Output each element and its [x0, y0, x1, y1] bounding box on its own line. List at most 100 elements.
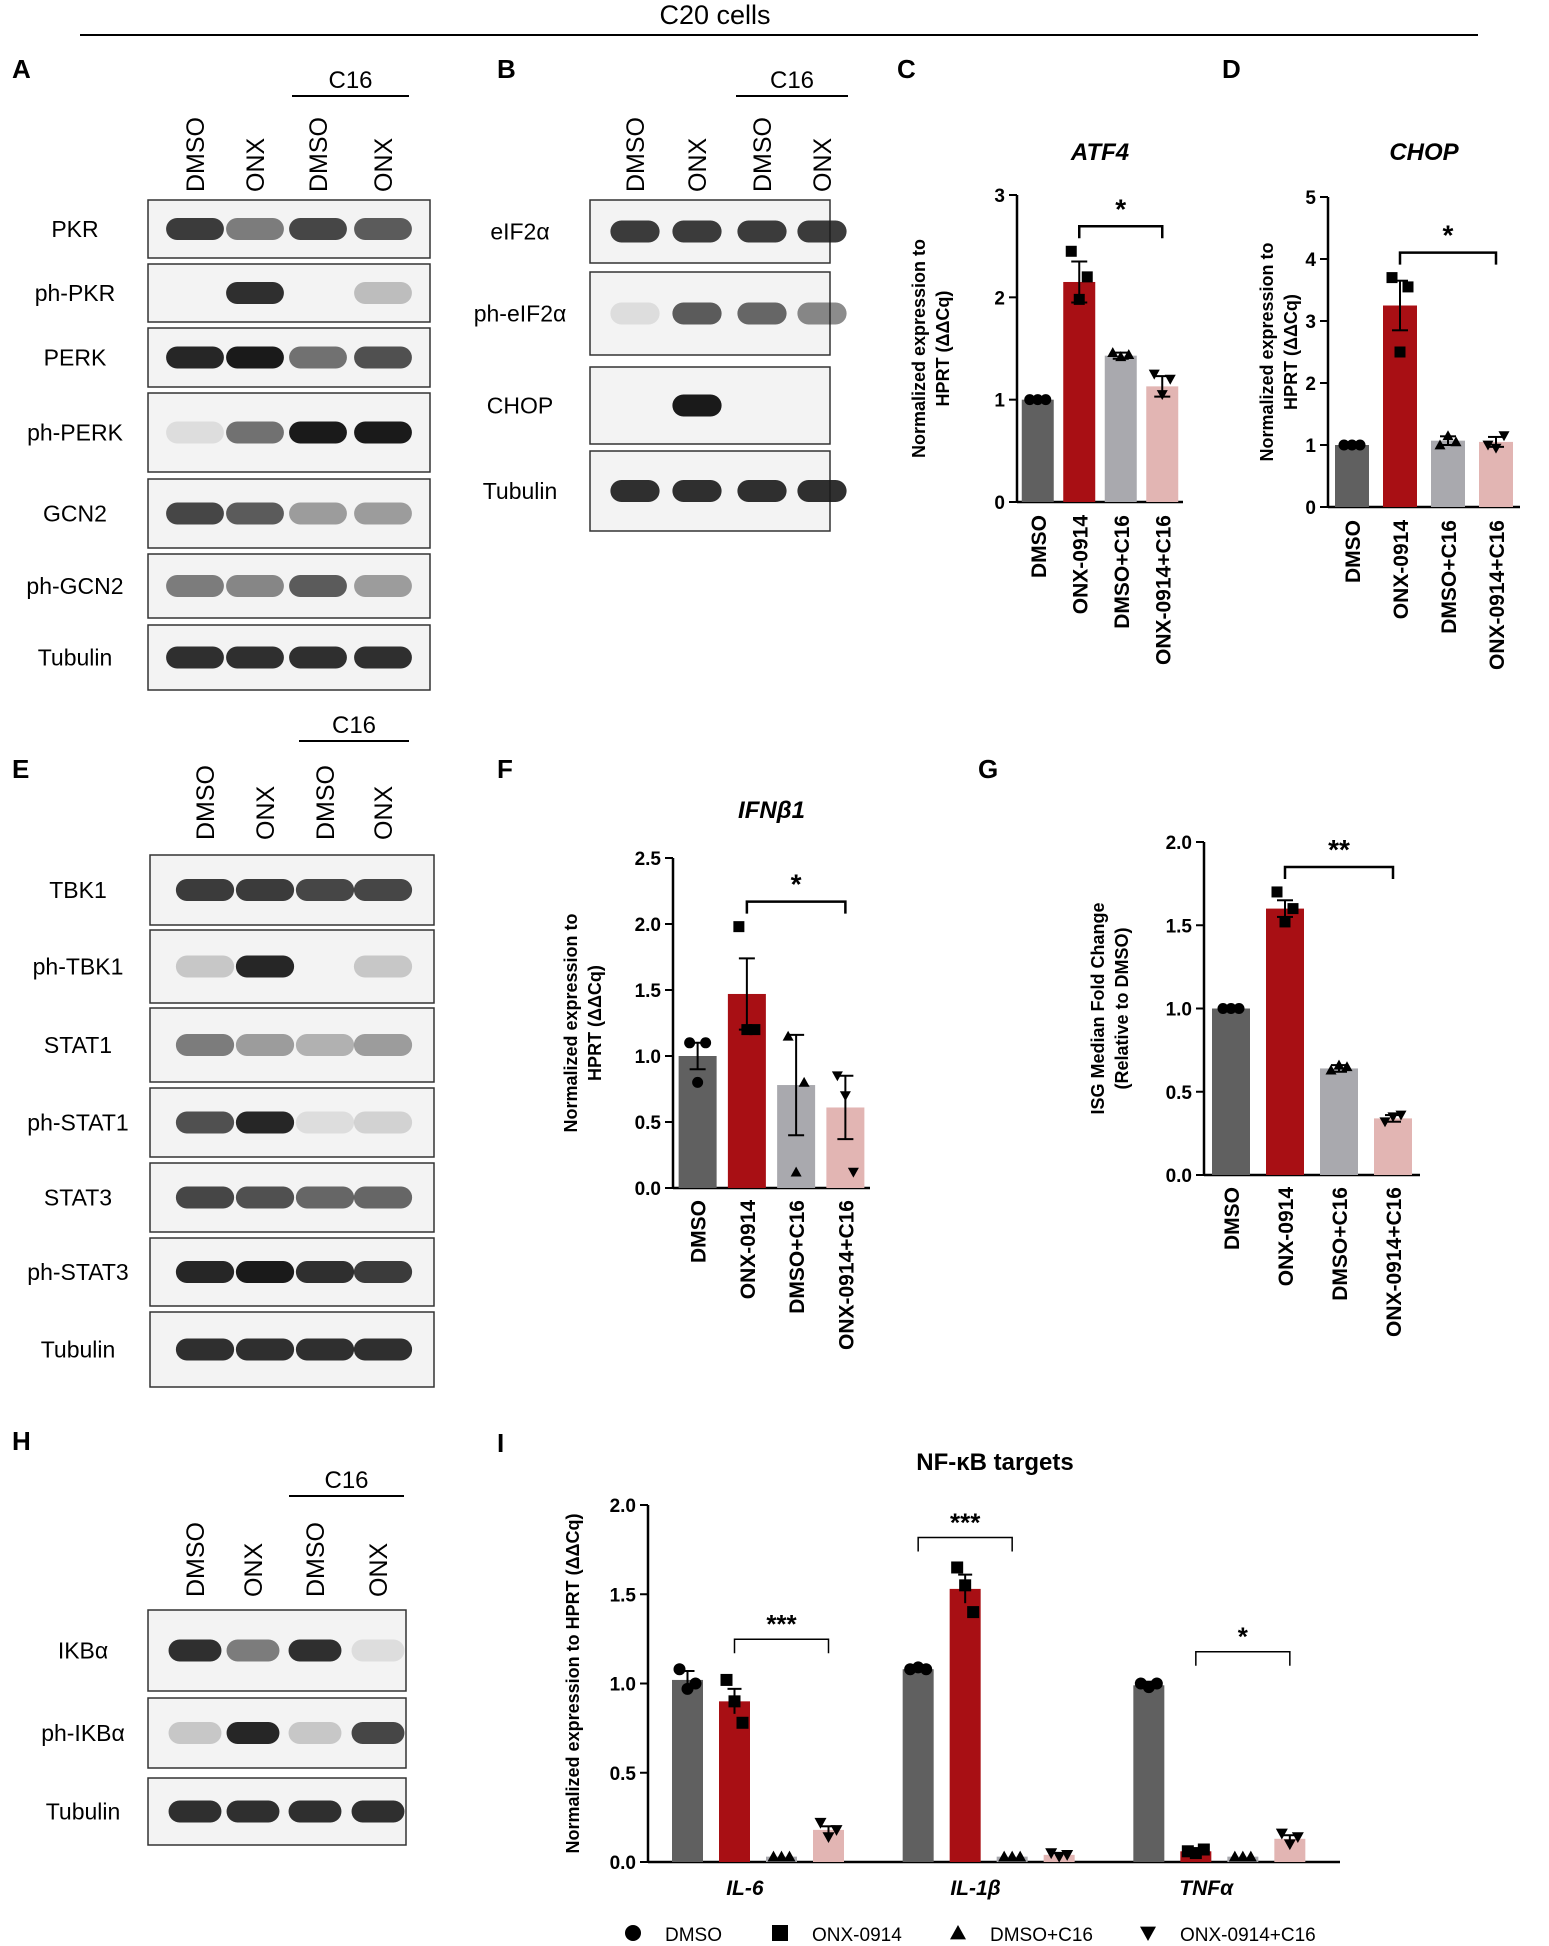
- bar: [949, 1588, 981, 1862]
- blot-label: ph-TBK1: [33, 954, 124, 980]
- blot-band: [289, 575, 347, 597]
- blot-band: [168, 1800, 222, 1823]
- blot-band: [351, 1722, 405, 1744]
- significance-bracket: [1078, 225, 1164, 239]
- category-label: ONX-0914+C16: [1383, 1187, 1406, 1337]
- data-point: [1217, 1003, 1229, 1014]
- significance-bracket: [1195, 1650, 1291, 1666]
- blot-band: [354, 282, 412, 304]
- panel-letter: H: [12, 1426, 31, 1456]
- data-point: [847, 1167, 859, 1178]
- chart-panel-d: D CHOP 0 1 2 3 4 5 Normalized expression to HPRT …: [1222, 54, 1520, 670]
- blot-band: [354, 646, 412, 669]
- data-point: [1275, 1828, 1288, 1840]
- data-point: [1053, 1851, 1066, 1863]
- category-label: ONX-0914+C16: [1486, 520, 1509, 670]
- blot-band: [353, 955, 413, 978]
- category-label: ONX-0914+C16: [1152, 515, 1175, 665]
- blot-band: [166, 218, 224, 240]
- blot-band: [295, 1261, 355, 1283]
- blot-label: Tubulin: [41, 1337, 116, 1363]
- data-point: [1065, 245, 1077, 257]
- y-axis-label-line: (Relative to DMSO): [1112, 927, 1132, 1089]
- data-point: [1346, 439, 1358, 451]
- blot-band: [288, 1800, 342, 1823]
- panel-letter: I: [497, 1428, 504, 1458]
- lane-label: DMSO: [305, 117, 333, 192]
- blot-band: [354, 575, 412, 597]
- blot-band: [353, 879, 413, 901]
- blot-band: [175, 1034, 235, 1056]
- panel-letter: B: [497, 54, 516, 84]
- blot-band: [235, 1338, 295, 1361]
- data-point: [1338, 439, 1350, 451]
- blot-band: [226, 575, 284, 597]
- bar: [1383, 305, 1417, 507]
- panel-letter: A: [12, 54, 31, 84]
- bar: [678, 1056, 717, 1188]
- significance-label: *: [1443, 220, 1454, 251]
- blot-panel-h: H C16 DMSO ONX DMSO ONX IKBα ph-IKBα Tubulin: [12, 1426, 407, 1846]
- blot-panel-b: B C16 DMSO ONX DMSO ONX eIF2α ph-eIF2α CHOP Tubul…: [474, 54, 848, 532]
- data-point: [967, 1606, 980, 1619]
- data-point: [1354, 439, 1366, 451]
- blot-band: [295, 879, 355, 901]
- blot-band: [797, 220, 847, 243]
- blot-band: [610, 302, 660, 325]
- data-point: [1271, 886, 1283, 898]
- blot-label: ph-PERK: [27, 420, 124, 446]
- data-point: [692, 1076, 704, 1088]
- data-point: [1150, 1677, 1163, 1690]
- blot-band: [353, 1034, 413, 1056]
- blot-label: PKR: [51, 216, 98, 242]
- blot-band: [175, 955, 235, 978]
- blot-label: STAT3: [44, 1185, 112, 1211]
- lane-label: ONX: [242, 138, 270, 193]
- data-point: [1073, 293, 1085, 305]
- blot-label: ph-eIF2α: [474, 301, 567, 327]
- blot-label: Tubulin: [46, 1799, 121, 1825]
- data-point: [1140, 1926, 1156, 1941]
- data-point: [1490, 443, 1502, 454]
- blot-band: [288, 1722, 342, 1744]
- blot-band: [226, 1722, 280, 1744]
- data-point: [920, 1663, 933, 1676]
- blot-label: ph-STAT3: [27, 1259, 128, 1285]
- blot-band: [289, 346, 347, 369]
- category-label: DMSO+C16: [1111, 515, 1134, 629]
- data-point: [1228, 1850, 1241, 1862]
- blot-band: [737, 480, 787, 502]
- blot-band: [226, 421, 284, 444]
- y-axis-label-line: Normalized expression to: [1257, 242, 1277, 461]
- blot-band: [610, 220, 660, 243]
- blot-membrane: [147, 263, 431, 323]
- blot-label: eIF2α: [490, 219, 549, 245]
- bar: [902, 1669, 934, 1862]
- y-tick-label: 5: [1305, 188, 1316, 209]
- significance-label: *: [791, 869, 802, 900]
- data-point: [782, 1030, 794, 1041]
- lane-label: ONX: [252, 786, 280, 841]
- figure-title: C20 cells: [659, 0, 770, 30]
- legend-label: DMSO: [665, 1925, 722, 1946]
- category-label: DMSO: [1221, 1187, 1244, 1250]
- y-axis-label: Normalized expression to HPRT (ΔΔCq): [1257, 242, 1301, 461]
- blot-label: ph-PKR: [35, 280, 116, 306]
- y-tick-label: 1: [1305, 436, 1316, 457]
- y-tick-label: 3: [1305, 312, 1316, 333]
- data-point: [1283, 1839, 1296, 1851]
- blot-band: [235, 955, 295, 978]
- blot-band: [353, 1186, 413, 1209]
- blot-label: TBK1: [49, 877, 107, 903]
- data-point: [831, 1071, 843, 1082]
- y-tick-label: 2.0: [1166, 833, 1192, 854]
- data-point: [1394, 346, 1406, 358]
- data-point: [1279, 916, 1291, 928]
- data-point: [1434, 439, 1446, 450]
- data-point: [830, 1825, 843, 1836]
- panel-letter: G: [978, 754, 998, 784]
- y-tick-label: 3: [994, 186, 1005, 207]
- blot-band: [166, 346, 224, 369]
- blot-band: [797, 302, 847, 325]
- panel-letter: D: [1222, 54, 1241, 84]
